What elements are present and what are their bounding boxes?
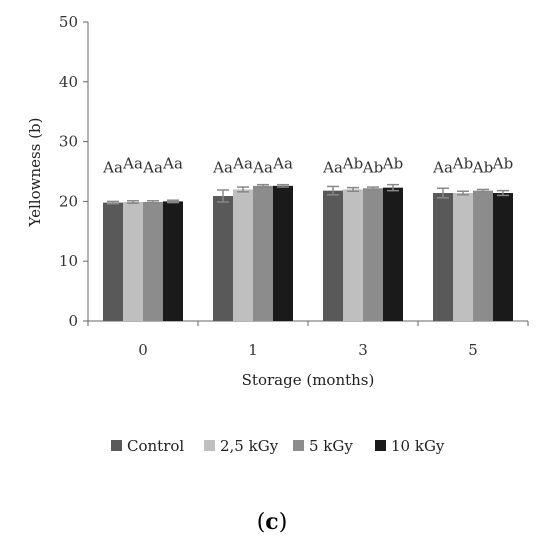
y-tick-label: 20 [59, 192, 78, 210]
bar [213, 196, 233, 321]
significance-letter: Aa [322, 159, 343, 177]
legend-swatch [293, 440, 304, 451]
bar [453, 193, 473, 321]
panel-label: (c) [257, 509, 288, 535]
significance-letter: Aa [252, 159, 273, 177]
legend-label: 5 kGy [309, 437, 353, 455]
significance-letter: Ab [492, 155, 513, 173]
legend-item: 10 kGy [375, 437, 445, 455]
bar [123, 201, 143, 321]
legend: Control 2,5 kGy 5 kGy 10 kGy [111, 437, 445, 455]
bar [363, 188, 383, 321]
significance-letter: Ab [452, 155, 473, 173]
x-tick-label: 0 [138, 341, 148, 359]
bar [473, 190, 493, 321]
legend-swatch [375, 440, 386, 451]
legend-swatch [111, 440, 122, 451]
bar [493, 193, 513, 321]
significance-letter: Aa [142, 159, 163, 177]
significance-letter: Aa [432, 159, 453, 177]
legend-label: 2,5 kGy [220, 437, 279, 455]
bar [233, 189, 253, 321]
y-tick-label: 30 [59, 133, 78, 151]
significance-letter: Ab [382, 155, 403, 173]
bar [433, 193, 453, 321]
legend-label: 10 kGy [391, 437, 445, 455]
y-axis-title: Yellowness (b) [26, 118, 44, 228]
x-tick-label: 5 [468, 341, 478, 359]
y-tick-label: 0 [68, 312, 78, 330]
bar [143, 201, 163, 321]
y-tick-label: 10 [59, 252, 78, 270]
significance-letter: Aa [212, 159, 233, 177]
bar [103, 202, 123, 321]
significance-letter: Aa [102, 159, 123, 177]
significance-letter: Ab [362, 159, 383, 177]
significance-letter: Aa [232, 155, 253, 173]
y-tick-label: 40 [59, 73, 78, 91]
x-axis-title: Storage (months) [242, 371, 375, 389]
bar [343, 189, 363, 321]
significance-letter: Aa [162, 155, 183, 173]
bar [383, 187, 403, 321]
legend-label: Control [127, 437, 184, 455]
x-axis: 0 1 3 5 [87, 320, 529, 359]
x-tick-label: 1 [248, 341, 258, 359]
legend-swatch [204, 440, 215, 451]
x-tick-label: 3 [358, 341, 368, 359]
significance-letter: Aa [122, 155, 143, 173]
bar [323, 190, 343, 321]
legend-item: 5 kGy [293, 437, 353, 455]
significance-letter: Aa [272, 155, 293, 173]
y-axis: 0 10 20 30 40 50 [59, 13, 89, 330]
significance-letter: Ab [342, 155, 363, 173]
y-tick-label: 50 [59, 13, 78, 31]
significance-letter: Ab [472, 159, 493, 177]
bar [163, 201, 183, 321]
significance-letters: Aa Aa Aa Aa Aa Aa Aa Aa Aa Ab Ab Ab Aa Ab Ab Ab [102, 155, 513, 177]
legend-item: Control [111, 437, 184, 455]
error-bars [107, 183, 509, 205]
bar [253, 185, 273, 321]
bars [103, 185, 513, 321]
legend-item: 2,5 kGy [204, 437, 279, 455]
bar [273, 185, 293, 321]
